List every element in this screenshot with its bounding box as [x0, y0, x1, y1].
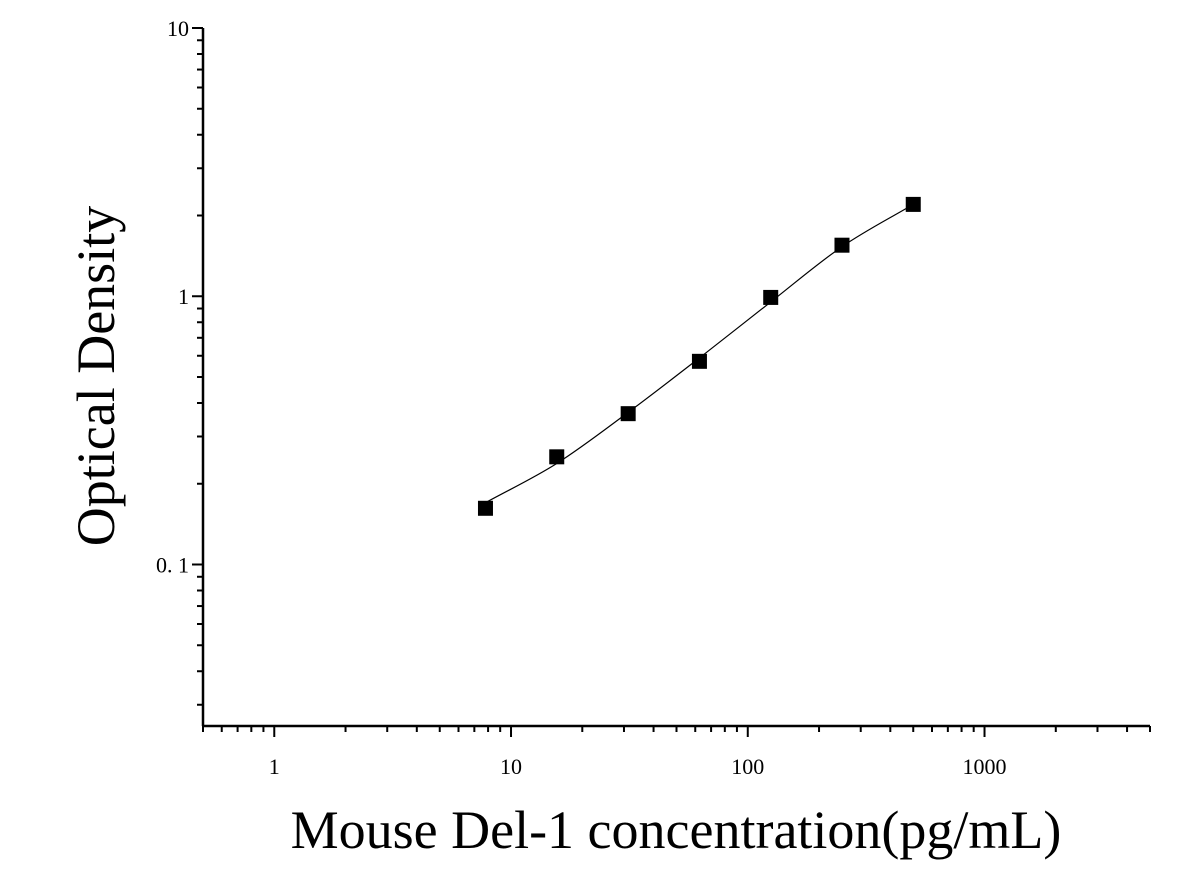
y-tick-label: 0. 1	[156, 552, 189, 577]
data-point	[763, 289, 779, 305]
data-point	[549, 449, 565, 465]
data-point	[905, 196, 921, 212]
data-point	[477, 500, 493, 516]
y-tick-labels: 0. 1 1 10	[156, 16, 189, 577]
data-points-layer	[477, 196, 921, 516]
x-tick-labels: 1 10 100 1000	[269, 754, 1007, 779]
x-tick-label: 1000	[963, 754, 1007, 779]
x-tick-label: 1	[269, 754, 280, 779]
y-tick-label: 1	[178, 284, 189, 309]
x-tick-label: 10	[500, 754, 522, 779]
data-point	[620, 406, 636, 422]
y-axis-ticks	[192, 27, 203, 706]
x-axis-ticks	[202, 726, 1151, 737]
x-tick-label: 100	[731, 754, 764, 779]
y-axis-title: Optical Density	[66, 206, 126, 546]
data-point	[834, 237, 850, 253]
y-tick-label: 10	[167, 16, 189, 41]
data-point	[691, 353, 707, 369]
axes	[201, 28, 1150, 728]
x-axis-title: Mouse Del-1 concentration(pg/mL)	[291, 800, 1062, 860]
